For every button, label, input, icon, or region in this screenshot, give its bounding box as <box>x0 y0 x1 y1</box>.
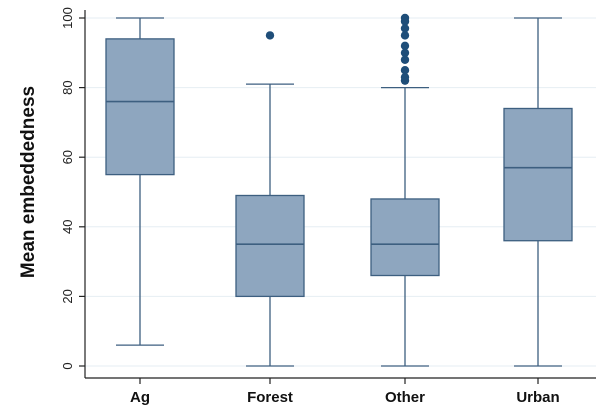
outlier-point-other-5 <box>400 41 410 51</box>
outlier-point-other-6 <box>400 31 410 40</box>
y-tick-label-60: 60 <box>60 150 75 164</box>
iqr-box-other <box>370 198 440 277</box>
boxes-layer <box>105 13 573 367</box>
box-other <box>370 13 440 367</box>
outlier-point-other-1 <box>400 72 410 82</box>
axes-layer: 0 20 40 60 80 100 Ag Forest Other Urban <box>60 7 596 406</box>
x-tick-label-other: Other <box>385 389 425 406</box>
outlier-point-other-9 <box>400 13 410 23</box>
iqr-box-forest <box>235 194 305 298</box>
outlier-point-other-3 <box>400 55 410 64</box>
y-tick-label-100: 100 <box>60 7 75 29</box>
outlier-point-other-7 <box>400 24 410 33</box>
outlier-point-forest-0 <box>265 31 275 40</box>
y-tick-label-20: 20 <box>60 289 75 303</box>
box-forest <box>235 31 305 367</box>
box-urban <box>503 17 573 367</box>
y-axis-title: Mean embeddedness <box>18 86 39 278</box>
iqr-box-ag <box>105 38 175 176</box>
x-tick-label-urban: Urban <box>516 389 559 406</box>
y-tick-label-0: 0 <box>60 362 75 369</box>
x-tick-label-forest: Forest <box>247 389 293 406</box>
y-tick-label-40: 40 <box>60 220 75 234</box>
iqr-box-urban <box>503 107 573 242</box>
outlier-point-other-4 <box>400 48 410 57</box>
y-tick-label-80: 80 <box>60 80 75 94</box>
x-tick-label-ag: Ag <box>130 389 150 406</box>
box-ag <box>105 17 175 346</box>
outlier-point-other-2 <box>400 66 410 75</box>
